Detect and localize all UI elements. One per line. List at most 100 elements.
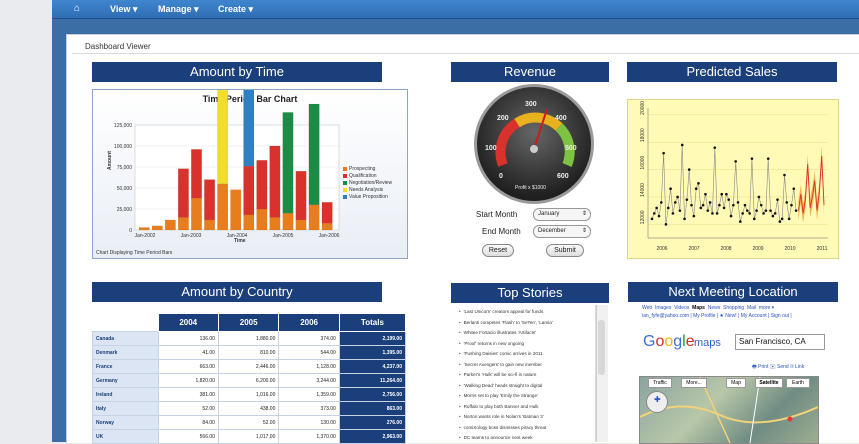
gauge-svg xyxy=(495,108,575,167)
data-point xyxy=(787,217,791,221)
table-row: Denmark 41.00 810.00 544.00 1,395.00 xyxy=(92,345,407,360)
bar-chart-svg: 0 25,000 50,000 75,000 100,000 125,000 Jan-200… xyxy=(114,90,340,239)
bar xyxy=(243,214,255,231)
x-tick-label: Jan-2002 xyxy=(135,233,156,239)
y-tick-label: 0 xyxy=(129,228,132,234)
table-cell: 52.00 xyxy=(217,415,280,430)
gauge-needle xyxy=(533,108,548,150)
google-link-web[interactable]: Web xyxy=(642,305,653,311)
story-item[interactable]: 'Pushing Daisies' comic arrives in 2011 xyxy=(459,351,543,356)
map-map-button[interactable]: Map xyxy=(726,378,746,388)
reset-button[interactable]: Reset xyxy=(482,244,514,257)
bar xyxy=(164,219,176,231)
map-satellite-button[interactable]: Satellite xyxy=(755,378,783,388)
data-point xyxy=(666,206,670,210)
google-account[interactable]: ian_fyfe@yahoo.com | My Profile | ★ New!… xyxy=(642,313,792,319)
data-point xyxy=(697,181,700,185)
table-row: UK 566.00 1,017.00 1,370.00 2,963.00 xyxy=(92,429,407,444)
amount-by-country-header: Amount by Country xyxy=(92,282,382,302)
story-item[interactable]: Parker's 'Hulk' will be sci-fi in nature xyxy=(459,372,537,377)
google-bar: Web Images Videos Maps News Shopping Mai… xyxy=(628,303,838,328)
top-stories-list: 'Last Unicorn' creators appeal for funds… xyxy=(451,305,596,442)
data-point xyxy=(776,198,779,201)
bar xyxy=(243,166,255,216)
legend-prospecting: Prospecting xyxy=(343,166,375,172)
bar xyxy=(191,197,202,231)
data-point xyxy=(762,212,765,215)
gauge-label-500: 500 xyxy=(565,145,577,152)
story-item[interactable]: 'Proof' returns in new ongoing xyxy=(459,341,525,346)
bar xyxy=(138,227,150,231)
data-point xyxy=(680,143,684,147)
end-month-select[interactable]: December ⇕ xyxy=(533,225,591,238)
legend-qualification: Qualification xyxy=(343,173,377,179)
stories-scroll-thumb[interactable] xyxy=(598,320,605,375)
print-send-link[interactable]: 🖶 Print ✉ Send ⛓ Link xyxy=(752,364,805,370)
data-point xyxy=(736,201,740,204)
data-point xyxy=(734,160,737,163)
country-name: Denmark xyxy=(92,345,159,360)
table-cell: 1,128.00 xyxy=(278,359,340,374)
end-month-label: End Month xyxy=(482,227,521,236)
map-earth-button[interactable]: Earth xyxy=(786,378,810,388)
data-point xyxy=(792,187,796,191)
data-point xyxy=(755,209,758,212)
story-item[interactable]: DC teams to announce next week xyxy=(459,435,533,440)
data-point xyxy=(766,157,770,160)
legend-needs-analysis: Needs Analysis xyxy=(343,187,383,193)
map-traffic-button[interactable]: Traffic xyxy=(648,378,672,388)
story-item[interactable]: 'Secret Avengers' to gain new member xyxy=(459,362,542,367)
story-item[interactable]: 'Last Unicorn' creators appeal for funds xyxy=(459,309,544,314)
data-point xyxy=(759,203,763,207)
google-link-images[interactable]: Images xyxy=(654,305,672,311)
bar xyxy=(256,208,268,231)
data-point xyxy=(790,203,793,207)
table-cell: 1,370.00 xyxy=(278,429,340,444)
story-item[interactable]: 'Walking Dead' heads straight to digital xyxy=(459,383,543,388)
data-point xyxy=(694,187,698,191)
story-item[interactable]: comiXology boss dismisses piracy threat xyxy=(459,425,547,430)
map-pan-control[interactable]: ✚ xyxy=(646,391,668,413)
maps-text: maps xyxy=(694,337,721,349)
top-nav: ⌂ View ▾ Manage ▾ Create ▾ xyxy=(52,0,859,19)
bar xyxy=(230,189,242,231)
story-item[interactable]: Whitee Fortacio illustrates 'Artifacts' xyxy=(459,330,536,335)
start-month-select[interactable]: January ⇕ xyxy=(533,208,591,221)
country-name: Germany xyxy=(92,373,159,388)
data-point xyxy=(690,203,693,207)
google-link-news[interactable]: News xyxy=(707,305,721,311)
bar xyxy=(256,160,268,210)
nav-view[interactable]: View ▾ xyxy=(110,4,138,14)
table-cell: 3,244.00 xyxy=(278,373,340,388)
maps-search-input[interactable]: San Francisco, CA xyxy=(735,334,825,350)
table-row: Norway 84.00 52.00 130.00 276.00 xyxy=(92,415,407,430)
gauge-label-0: 0 xyxy=(499,173,503,180)
submit-button[interactable]: Submit xyxy=(546,244,584,257)
table-cell: 6,200.00 xyxy=(217,373,280,388)
table-cell: 130.00 xyxy=(278,415,340,430)
home-icon[interactable]: ⌂ xyxy=(74,3,81,14)
google-link-more[interactable]: more ▾ xyxy=(758,305,775,311)
story-item[interactable]: Norton wants role in Nolan's 'Batman 3' xyxy=(459,414,544,419)
next-meeting-header: Next Meeting Location xyxy=(628,282,838,302)
nav-manage[interactable]: Manage ▾ xyxy=(158,4,199,14)
pan-arrow-icon: ✚ xyxy=(654,395,661,404)
story-item[interactable]: Morris set to play 'Emily the Strange' xyxy=(459,393,538,398)
google-link-mail[interactable]: Mail xyxy=(746,305,757,311)
google-link-maps[interactable]: Maps xyxy=(692,305,705,311)
story-item[interactable]: Ruffalo to play both Banner and Hulk xyxy=(459,404,539,409)
table-cell: 438.00 xyxy=(217,401,280,416)
data-point xyxy=(780,217,784,221)
nav-create[interactable]: Create ▾ xyxy=(218,4,254,14)
story-item[interactable]: Berlanti competes 'Flash' to 'SeTen', 'L… xyxy=(459,320,553,325)
data-point xyxy=(722,206,726,210)
google-link-videos[interactable]: Videos xyxy=(674,305,690,311)
map-more-button[interactable]: More... xyxy=(681,378,707,388)
table-cell: 136.00 xyxy=(157,331,219,346)
table-corner xyxy=(92,313,158,332)
x-axis-label: Time xyxy=(234,238,246,244)
gauge-caption: Profit x $1000 xyxy=(515,185,546,191)
row-total: 1,395.00 xyxy=(338,345,407,360)
y-tick-label: 125,000 xyxy=(114,123,132,129)
google-link-shopping[interactable]: Shopping xyxy=(723,305,745,311)
